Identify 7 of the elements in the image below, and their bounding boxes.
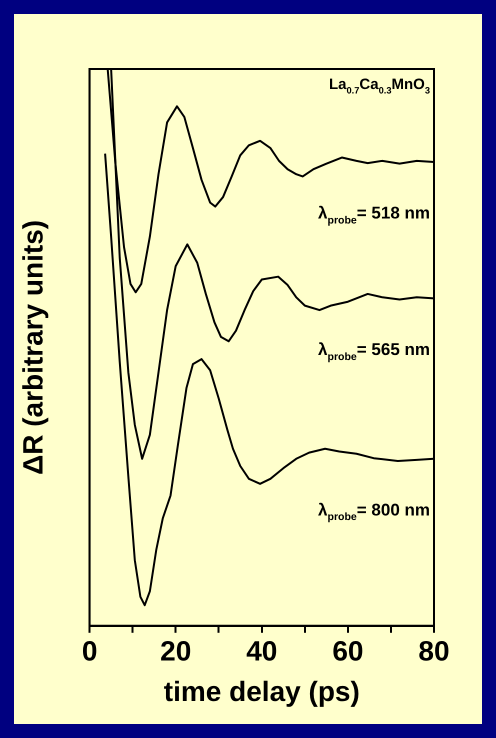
x-tick-label: 0 [82,635,98,666]
x-axis-title: time delay (ps) [164,676,360,707]
x-tick-label: 60 [332,635,364,666]
y-axis-title: ΔR (arbitrary units) [18,220,49,475]
x-tick-label: 80 [418,635,450,666]
x-tick-label: 40 [246,635,278,666]
x-tick-label: 20 [160,635,192,666]
